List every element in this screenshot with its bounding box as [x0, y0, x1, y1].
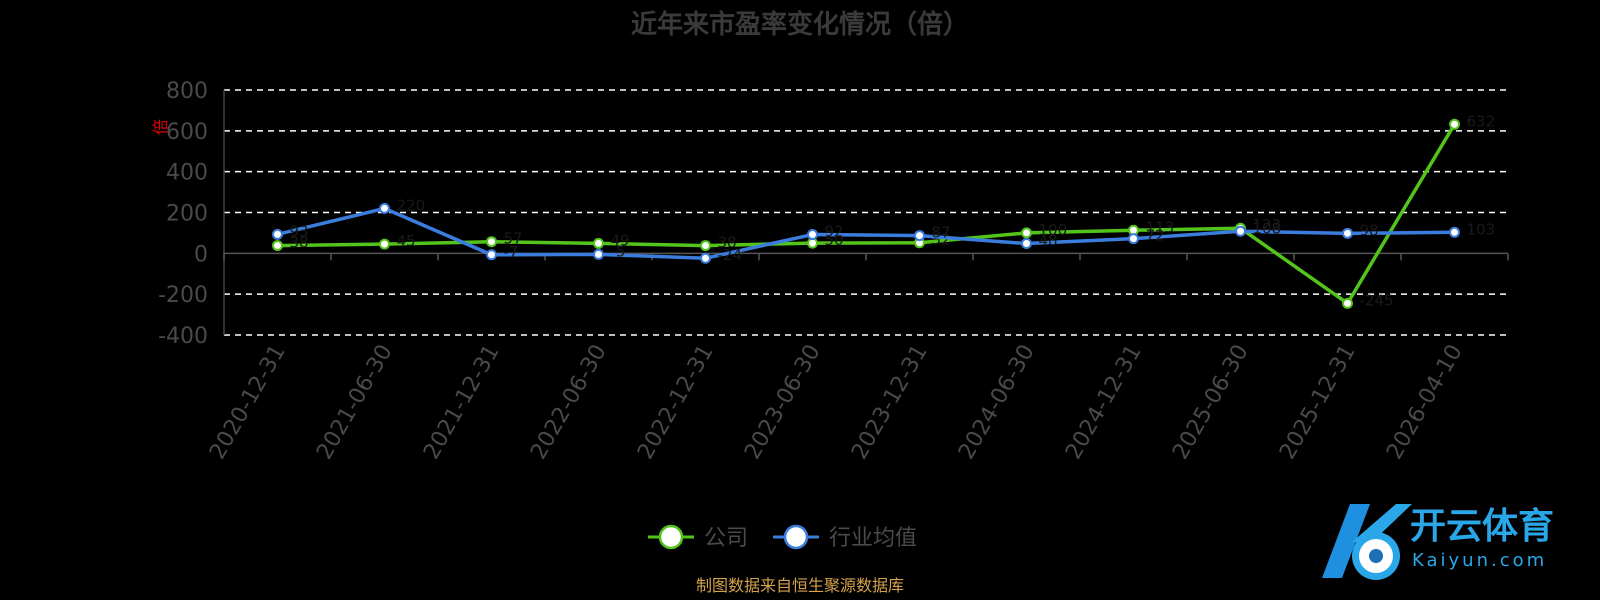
legend-item-company[interactable]: 公司: [648, 524, 748, 551]
data-point[interactable]: [486, 236, 497, 248]
data-label: 45: [397, 232, 416, 250]
data-label: 220: [397, 196, 426, 214]
x-tick-label: 2026-04-10: [1382, 341, 1468, 464]
y-tick-label: 600: [166, 120, 208, 145]
grid: [224, 89, 1508, 336]
x-tick-label: 2022-06-30: [526, 341, 612, 464]
data-label: 113: [1146, 218, 1175, 236]
kaiyun-logo-icon: [1322, 504, 1412, 580]
y-tick-label: 0: [194, 242, 208, 267]
data-label: 98: [1360, 221, 1379, 239]
data-point[interactable]: [700, 240, 711, 252]
data-point[interactable]: [593, 237, 604, 249]
data-label: 57: [504, 230, 523, 248]
y-axis-label: 倍: [151, 119, 170, 135]
y-tick-label: 400: [166, 161, 208, 186]
source-note: 制图数据来自恒生聚源数据库: [696, 576, 904, 595]
y-tick-label: 200: [166, 202, 208, 227]
watermark-sub: Kaiyun.com: [1412, 550, 1547, 571]
data-label: 100: [1039, 221, 1068, 239]
data-label: 632: [1467, 112, 1496, 130]
data-point[interactable]: [1128, 233, 1139, 245]
x-tick-label: 2022-12-31: [633, 341, 719, 464]
data-point[interactable]: [1449, 118, 1460, 130]
x-tick-label: 2021-06-30: [312, 341, 398, 464]
data-label: -5: [611, 242, 626, 260]
data-point[interactable]: [1449, 226, 1460, 238]
data-label: 72: [1146, 227, 1165, 245]
y-tick-label: -400: [158, 324, 208, 349]
data-label: 103: [1467, 220, 1496, 238]
data-label: -245: [1360, 291, 1394, 309]
data-label: 38: [290, 234, 309, 252]
data-label: -24: [718, 246, 743, 264]
x-tick-label: 2023-12-31: [847, 341, 933, 464]
watermark-name: 开云体育: [1410, 506, 1554, 547]
y-tick-labels: 800 600 400 200 0 -200 -400: [158, 79, 208, 349]
data-label: 87: [932, 224, 951, 242]
data-point[interactable]: [1021, 238, 1032, 250]
x-tick-label: 2025-12-31: [1275, 341, 1361, 464]
data-point[interactable]: [1342, 227, 1353, 239]
data-point[interactable]: [593, 248, 604, 260]
y-tick-label: -200: [158, 283, 208, 308]
data-label: 93: [290, 222, 309, 240]
data-label: -7: [504, 243, 519, 261]
watermark-logo: 开云体育 Kaiyun.com: [1322, 504, 1554, 580]
data-point[interactable]: [379, 202, 390, 214]
data-label: 123: [1253, 216, 1282, 234]
data-point[interactable]: [1342, 297, 1353, 309]
x-tick-label: 2020-12-31: [205, 341, 291, 464]
data-point[interactable]: [272, 228, 283, 240]
data-label: 48: [1039, 232, 1058, 250]
data-point[interactable]: [1021, 227, 1032, 239]
x-tick-label: 2024-06-30: [954, 341, 1040, 464]
legend[interactable]: 公司 行业均值: [648, 524, 917, 551]
data-label: 92: [825, 223, 844, 241]
chart-title: 近年来市盈率变化情况（倍）: [631, 9, 969, 40]
legend-label: 行业均值: [829, 526, 917, 551]
data-point[interactable]: [914, 230, 925, 242]
data-label: 108: [1253, 219, 1282, 237]
data-point[interactable]: [700, 252, 711, 264]
data-point[interactable]: [486, 249, 497, 261]
x-tick-label: 2024-12-31: [1061, 341, 1147, 464]
legend-marker: [783, 524, 809, 550]
legend-label: 公司: [704, 526, 748, 551]
x-tick-label: 2023-06-30: [740, 341, 826, 464]
data-point[interactable]: [272, 240, 283, 252]
series-line: [277, 123, 1457, 306]
data-point[interactable]: [379, 238, 390, 250]
data-label: 49: [611, 231, 630, 249]
x-tick-label: 2021-12-31: [419, 341, 505, 464]
data-point[interactable]: [807, 229, 818, 241]
data-label: 38: [718, 234, 737, 252]
series-line: [277, 206, 1455, 260]
legend-item-industry-average[interactable]: 行业均值: [773, 524, 917, 551]
data-point[interactable]: [1235, 225, 1246, 237]
legend-marker: [658, 524, 684, 550]
y-tick-label: 800: [166, 79, 208, 104]
x-tick-label: 2025-06-30: [1168, 341, 1254, 464]
series-industry-average: 93 220 -7 -5 -24 92 87 48 72 108 98 103: [272, 196, 1496, 264]
